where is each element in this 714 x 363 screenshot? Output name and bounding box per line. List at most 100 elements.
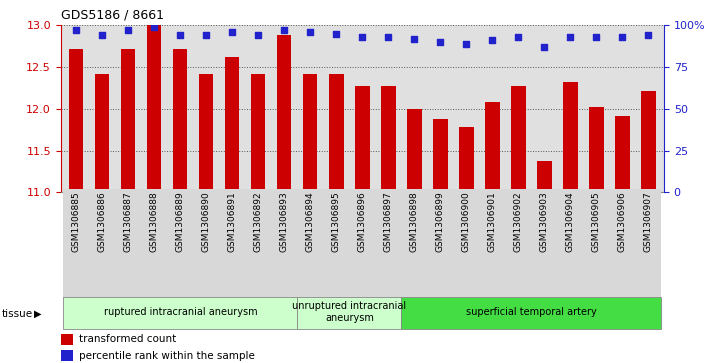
Bar bbox=[329, 74, 343, 192]
Text: GSM1306890: GSM1306890 bbox=[202, 191, 211, 252]
Bar bbox=[641, 90, 655, 192]
Bar bbox=[453, 189, 479, 298]
Text: GSM1306888: GSM1306888 bbox=[150, 191, 159, 252]
Bar bbox=[428, 189, 453, 298]
Bar bbox=[89, 189, 115, 298]
Point bbox=[305, 29, 316, 35]
Point bbox=[96, 33, 108, 38]
Text: ▶: ▶ bbox=[34, 309, 42, 319]
Bar bbox=[141, 189, 167, 298]
Text: GSM1306904: GSM1306904 bbox=[566, 191, 575, 252]
Text: transformed count: transformed count bbox=[79, 334, 176, 344]
Bar bbox=[537, 161, 551, 192]
Text: GSM1306898: GSM1306898 bbox=[410, 191, 419, 252]
Bar bbox=[167, 189, 193, 298]
Bar bbox=[219, 189, 246, 298]
Bar bbox=[251, 74, 266, 192]
Bar bbox=[193, 189, 219, 298]
Text: unruptured intracranial
aneurysm: unruptured intracranial aneurysm bbox=[292, 301, 406, 323]
Bar bbox=[349, 189, 376, 298]
Bar bbox=[271, 189, 297, 298]
Text: GSM1306906: GSM1306906 bbox=[618, 191, 627, 252]
Bar bbox=[610, 189, 635, 298]
Bar bbox=[303, 74, 318, 192]
Text: GSM1306895: GSM1306895 bbox=[332, 191, 341, 252]
Bar bbox=[355, 86, 370, 192]
Bar bbox=[531, 189, 558, 298]
Text: GSM1306892: GSM1306892 bbox=[254, 191, 263, 252]
Bar bbox=[486, 102, 500, 192]
Text: GSM1306907: GSM1306907 bbox=[644, 191, 653, 252]
Bar bbox=[563, 82, 578, 192]
Text: GSM1306902: GSM1306902 bbox=[514, 191, 523, 252]
Bar bbox=[381, 86, 396, 192]
Text: GSM1306897: GSM1306897 bbox=[384, 191, 393, 252]
Point bbox=[408, 36, 420, 42]
Bar bbox=[615, 115, 630, 192]
Point bbox=[538, 44, 550, 50]
Bar bbox=[558, 189, 583, 298]
Text: GSM1306901: GSM1306901 bbox=[488, 191, 497, 252]
Bar bbox=[589, 107, 603, 192]
Text: GSM1306899: GSM1306899 bbox=[436, 191, 445, 252]
Bar bbox=[95, 74, 109, 192]
Bar bbox=[583, 189, 610, 298]
Text: GDS5186 / 8661: GDS5186 / 8661 bbox=[61, 9, 164, 22]
Bar bbox=[459, 127, 473, 192]
Bar bbox=[225, 57, 239, 192]
Bar bbox=[376, 189, 401, 298]
Text: superficial temporal artery: superficial temporal artery bbox=[466, 307, 597, 317]
Bar bbox=[61, 350, 73, 362]
Point bbox=[643, 33, 654, 38]
Point bbox=[435, 39, 446, 45]
Text: GSM1306896: GSM1306896 bbox=[358, 191, 367, 252]
Point bbox=[253, 33, 264, 38]
Bar bbox=[246, 189, 271, 298]
Text: GSM1306900: GSM1306900 bbox=[462, 191, 471, 252]
Text: percentile rank within the sample: percentile rank within the sample bbox=[79, 351, 255, 361]
Text: tissue: tissue bbox=[1, 309, 33, 319]
Point bbox=[278, 28, 290, 33]
Point bbox=[71, 28, 82, 33]
Bar bbox=[635, 189, 661, 298]
Text: GSM1306903: GSM1306903 bbox=[540, 191, 549, 252]
Bar bbox=[277, 36, 291, 192]
Text: ruptured intracranial aneurysm: ruptured intracranial aneurysm bbox=[104, 307, 257, 317]
Text: GSM1306905: GSM1306905 bbox=[592, 191, 601, 252]
Bar bbox=[147, 25, 161, 192]
Point bbox=[226, 29, 238, 35]
Bar bbox=[323, 189, 349, 298]
Text: GSM1306889: GSM1306889 bbox=[176, 191, 185, 252]
Bar bbox=[64, 189, 89, 298]
Text: GSM1306885: GSM1306885 bbox=[72, 191, 81, 252]
Bar bbox=[199, 74, 213, 192]
Bar bbox=[69, 49, 84, 192]
Point bbox=[590, 34, 602, 40]
Bar bbox=[511, 86, 526, 192]
Bar bbox=[479, 189, 506, 298]
Bar bbox=[401, 189, 428, 298]
Point bbox=[383, 34, 394, 40]
Point bbox=[461, 41, 472, 47]
Point bbox=[149, 24, 160, 30]
Point bbox=[356, 34, 368, 40]
Point bbox=[565, 34, 576, 40]
Bar bbox=[64, 297, 297, 329]
Bar bbox=[115, 189, 141, 298]
Point bbox=[513, 34, 524, 40]
Point bbox=[175, 33, 186, 38]
Point bbox=[123, 28, 134, 33]
Bar bbox=[433, 119, 448, 192]
Text: GSM1306887: GSM1306887 bbox=[124, 191, 133, 252]
Text: GSM1306894: GSM1306894 bbox=[306, 191, 315, 252]
Text: GSM1306891: GSM1306891 bbox=[228, 191, 237, 252]
Bar bbox=[121, 49, 136, 192]
Point bbox=[201, 33, 212, 38]
Bar bbox=[297, 189, 323, 298]
Bar bbox=[297, 297, 401, 329]
Bar bbox=[506, 189, 531, 298]
Text: GSM1306886: GSM1306886 bbox=[98, 191, 107, 252]
Bar bbox=[407, 109, 421, 192]
Point bbox=[487, 37, 498, 43]
Point bbox=[331, 31, 342, 37]
